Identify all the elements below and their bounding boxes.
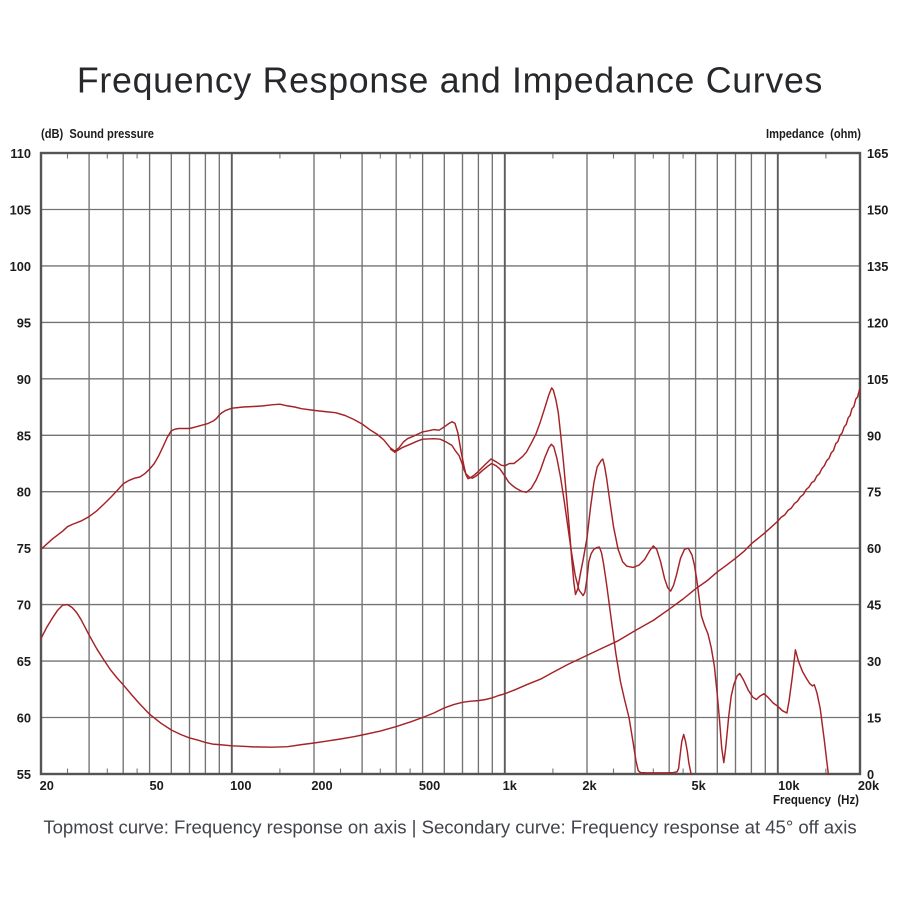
svg-text:95: 95 xyxy=(17,315,31,330)
svg-text:70: 70 xyxy=(17,598,31,613)
svg-text:10k: 10k xyxy=(778,778,800,793)
svg-text:2k: 2k xyxy=(582,778,597,793)
svg-text:15: 15 xyxy=(867,711,881,726)
svg-text:55: 55 xyxy=(17,767,31,782)
svg-text:75: 75 xyxy=(867,485,881,500)
svg-text:20k: 20k xyxy=(858,778,880,793)
svg-text:60: 60 xyxy=(867,541,881,556)
svg-text:150: 150 xyxy=(867,203,888,218)
svg-text:100: 100 xyxy=(10,259,31,274)
svg-text:100: 100 xyxy=(230,778,251,793)
svg-text:135: 135 xyxy=(867,259,888,274)
svg-text:165: 165 xyxy=(867,146,888,161)
svg-text:105: 105 xyxy=(10,203,31,218)
svg-text:60: 60 xyxy=(17,711,31,726)
svg-text:90: 90 xyxy=(867,428,881,443)
svg-text:75: 75 xyxy=(17,541,31,556)
svg-text:120: 120 xyxy=(867,315,888,330)
svg-text:0: 0 xyxy=(867,767,874,782)
svg-text:90: 90 xyxy=(17,372,31,387)
svg-text:50: 50 xyxy=(149,778,163,793)
svg-text:105: 105 xyxy=(867,372,888,387)
svg-text:500: 500 xyxy=(419,778,440,793)
svg-text:85: 85 xyxy=(17,428,31,443)
svg-text:30: 30 xyxy=(867,654,881,669)
svg-text:5k: 5k xyxy=(691,778,706,793)
svg-text:110: 110 xyxy=(10,146,31,161)
svg-text:80: 80 xyxy=(17,485,31,500)
svg-text:1k: 1k xyxy=(503,778,518,793)
svg-text:200: 200 xyxy=(311,778,332,793)
svg-text:45: 45 xyxy=(867,598,881,613)
svg-text:(dB) Sound pressure: (dB) Sound pressure xyxy=(41,126,154,141)
svg-text:20: 20 xyxy=(40,778,54,793)
svg-text:Topmost curve: Frequency respo: Topmost curve: Frequency response on axi… xyxy=(43,816,856,837)
svg-text:65: 65 xyxy=(17,654,31,669)
svg-text:Frequency (Hz): Frequency (Hz) xyxy=(773,792,859,807)
svg-text:Impedance (ohm): Impedance (ohm) xyxy=(766,126,861,141)
svg-text:Frequency Response and Impedan: Frequency Response and Impedance Curves xyxy=(77,61,823,101)
